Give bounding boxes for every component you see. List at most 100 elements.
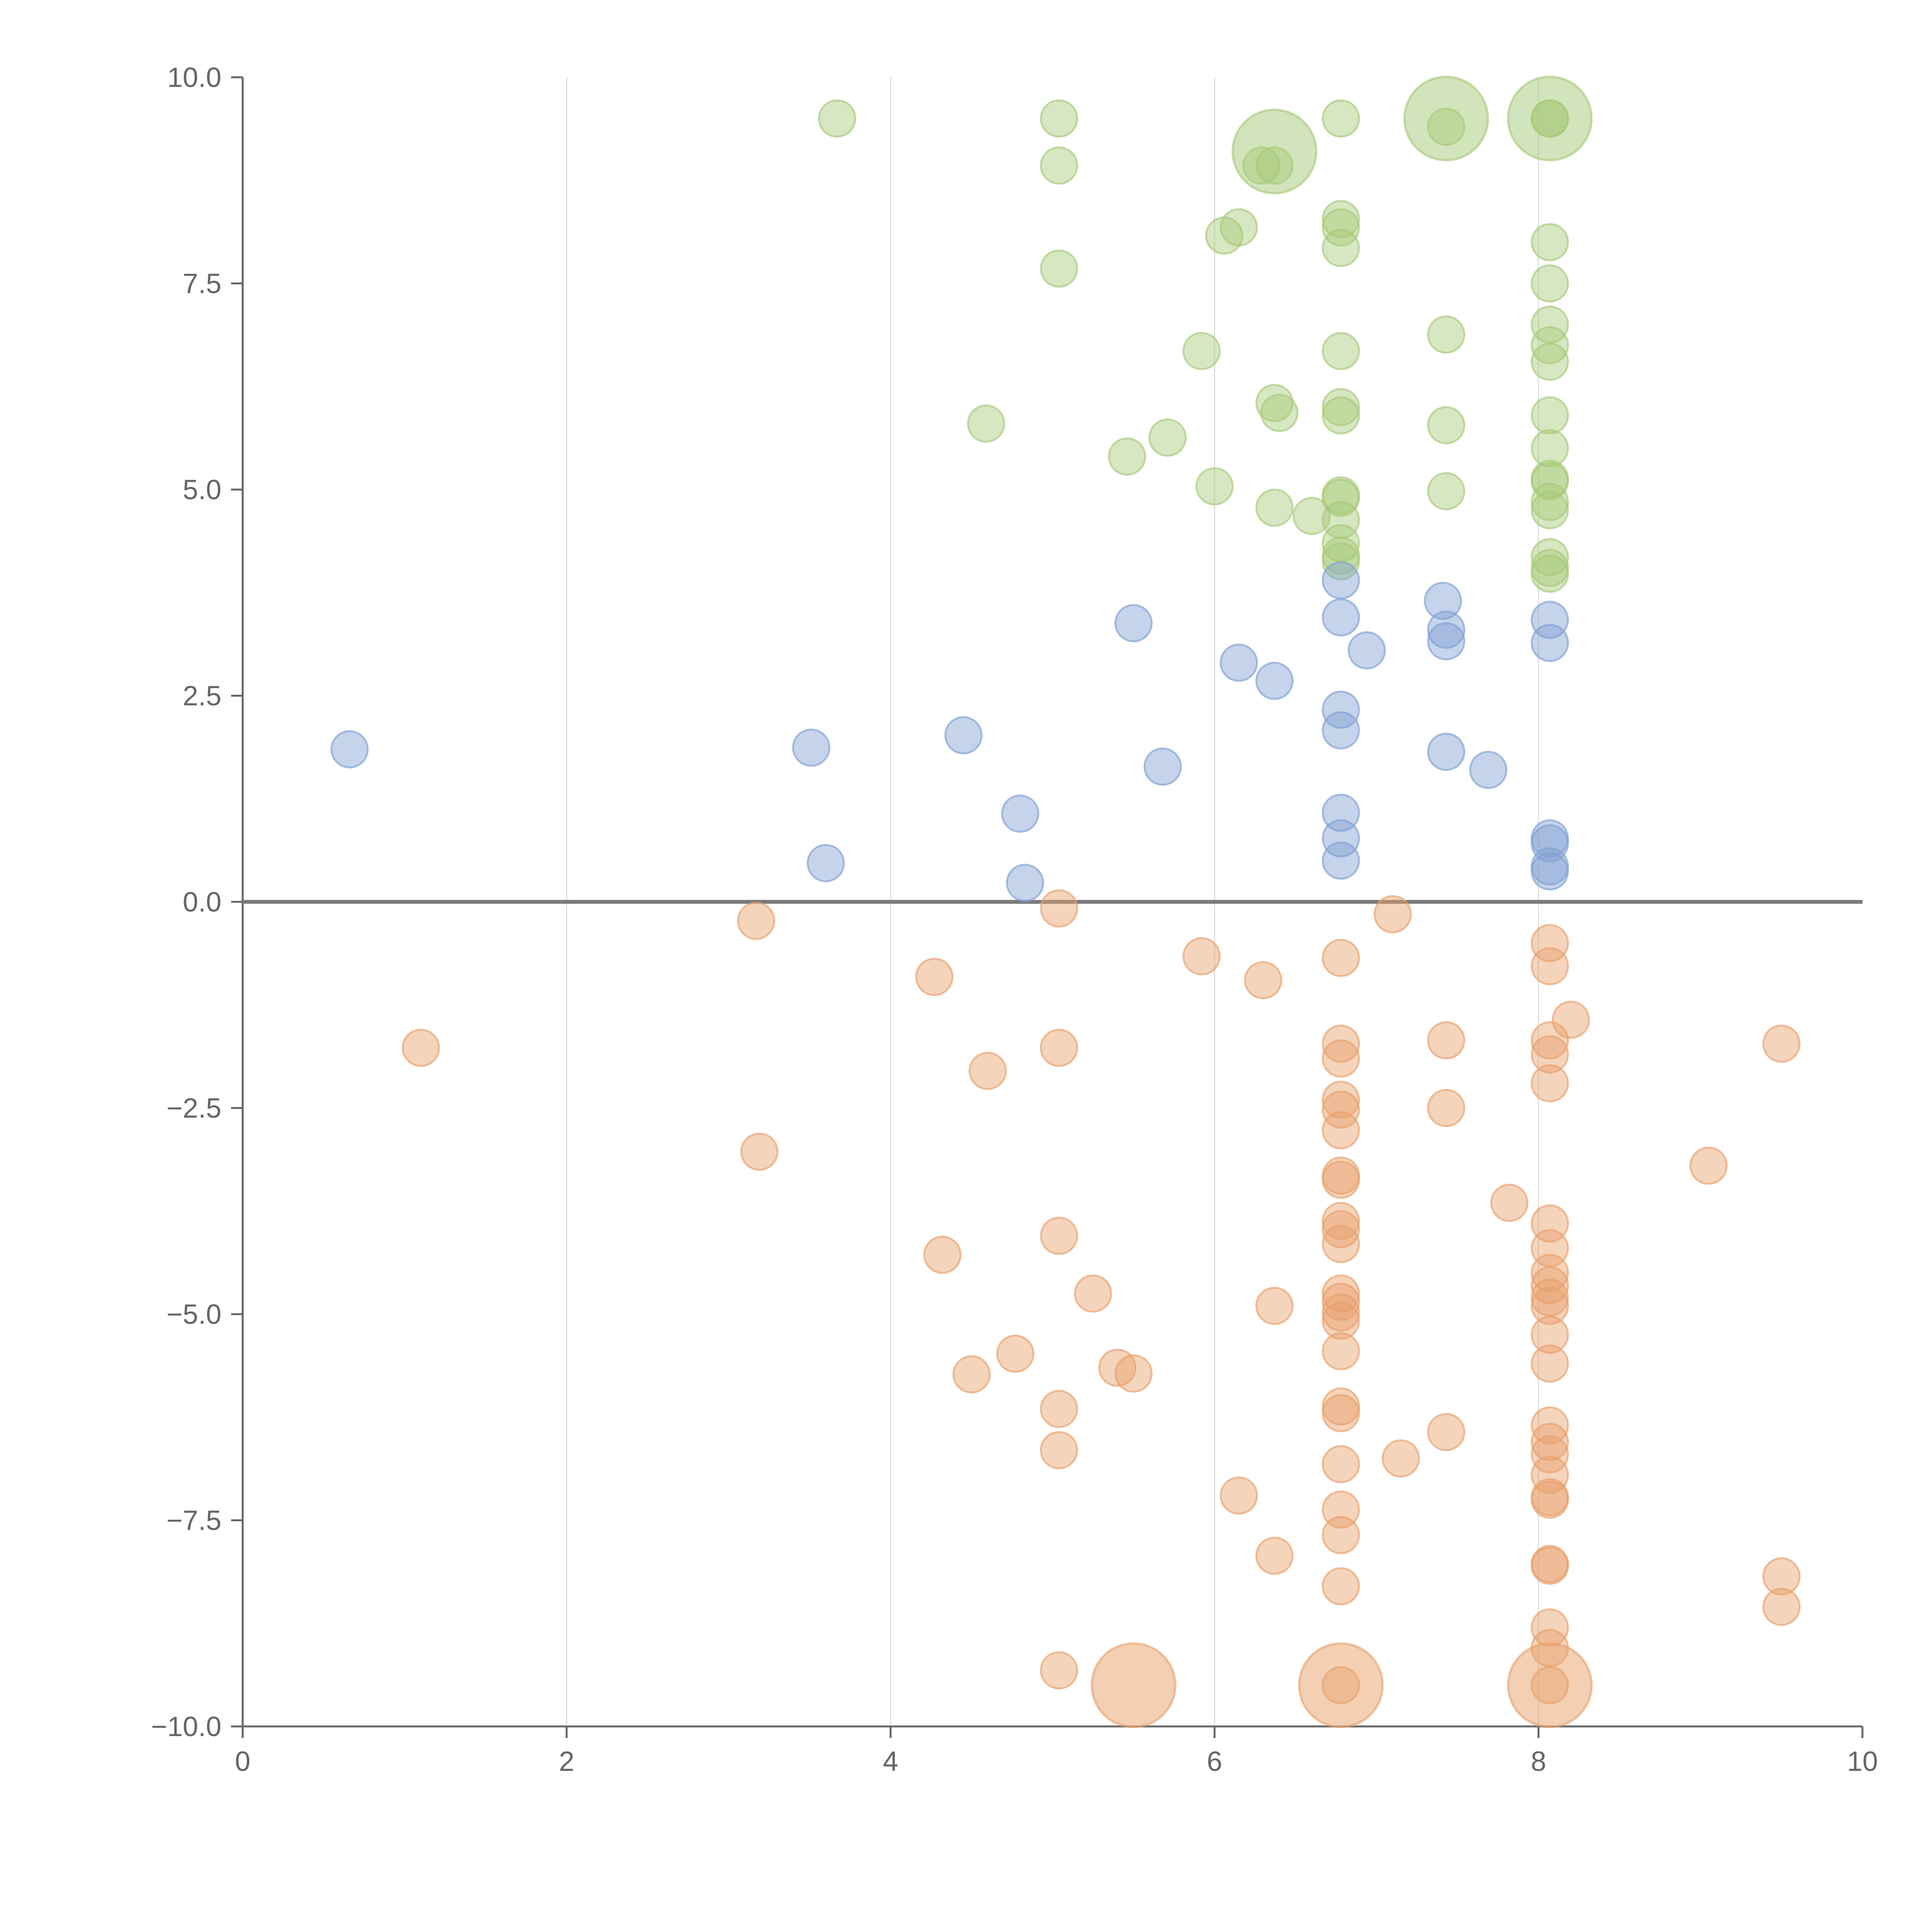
data-point — [1423, 582, 1462, 620]
data-point — [1347, 631, 1386, 670]
data-point — [1205, 216, 1243, 255]
data-point — [1321, 939, 1360, 977]
data-point — [1040, 1389, 1078, 1428]
y-tick-label: 5.0 — [183, 474, 221, 505]
data-point — [1321, 229, 1360, 267]
data-point — [1321, 332, 1360, 370]
data-point — [1108, 437, 1146, 476]
data-point — [1531, 396, 1569, 435]
data-point — [401, 1029, 440, 1067]
data-point — [1531, 1406, 1569, 1445]
data-point — [1531, 624, 1569, 662]
data-point — [1006, 864, 1044, 902]
data-point — [952, 1355, 991, 1394]
bubble-large — [1507, 75, 1593, 162]
data-point — [1293, 497, 1331, 535]
data-point — [1182, 937, 1221, 976]
data-point — [1321, 208, 1360, 247]
data-point — [967, 404, 1005, 443]
data-point — [1531, 99, 1569, 138]
bubble-large — [1298, 1642, 1384, 1728]
data-point — [1531, 1666, 1569, 1704]
bubble-large — [1507, 1642, 1593, 1728]
data-point — [740, 1133, 779, 1171]
data-point — [1260, 394, 1299, 432]
data-point — [1531, 1546, 1569, 1585]
x-tick-label: 4 — [883, 1746, 898, 1777]
data-point — [1381, 1439, 1420, 1478]
data-point — [1531, 1344, 1569, 1383]
data-point — [1469, 751, 1508, 789]
data-point — [1001, 794, 1039, 833]
data-point — [1531, 1423, 1569, 1461]
data-point — [1321, 1394, 1360, 1432]
data-point — [1531, 462, 1569, 501]
data-point — [1531, 264, 1569, 303]
data-point — [1321, 819, 1360, 858]
data-point — [1321, 1080, 1360, 1119]
y-tick-label: −2.5 — [167, 1093, 221, 1124]
data-point — [1531, 852, 1569, 891]
y-tick-label: 7.5 — [183, 269, 221, 299]
data-point — [330, 730, 369, 769]
data-point — [1255, 146, 1294, 185]
data-point — [1321, 1666, 1360, 1704]
data-point — [1321, 1024, 1360, 1063]
data-point — [1531, 429, 1569, 468]
data-point — [1098, 1349, 1137, 1387]
y-tick-label: 2.5 — [183, 681, 221, 712]
data-point — [1040, 889, 1078, 928]
data-point — [1531, 491, 1569, 529]
data-point — [818, 99, 856, 138]
data-point — [1531, 223, 1569, 262]
data-point — [737, 901, 776, 940]
data-point — [1531, 1315, 1569, 1354]
data-point — [1040, 249, 1078, 288]
data-point — [1321, 1516, 1360, 1554]
data-point — [1242, 146, 1281, 185]
data-point — [1321, 711, 1360, 750]
data-point — [1040, 1029, 1078, 1067]
y-tick-label: −5.0 — [167, 1299, 221, 1330]
data-point — [1255, 384, 1294, 422]
data-point — [923, 1235, 962, 1274]
data-point — [1321, 690, 1360, 729]
data-point — [1321, 1090, 1360, 1129]
data-point — [1321, 598, 1360, 637]
data-point — [1255, 1536, 1294, 1575]
data-point — [1040, 1651, 1078, 1690]
data-point — [1531, 924, 1569, 963]
data-point — [1427, 1089, 1466, 1127]
data-point — [1490, 1184, 1529, 1222]
data-point — [1321, 1111, 1360, 1150]
data-point — [1551, 1000, 1590, 1039]
data-point — [806, 844, 845, 883]
x-tick-label: 10 — [1847, 1746, 1878, 1777]
data-point — [1531, 1629, 1569, 1667]
data-point — [1321, 99, 1360, 138]
data-point — [1531, 600, 1569, 639]
data-point — [1321, 396, 1360, 435]
x-tick-label: 8 — [1531, 1746, 1546, 1777]
data-point — [1321, 200, 1360, 238]
scatter-points — [330, 75, 1801, 1728]
y-tick-label: 10.0 — [167, 62, 221, 93]
data-point — [1427, 611, 1466, 649]
data-point — [1427, 406, 1466, 445]
data-point — [1427, 315, 1466, 354]
x-tick-label: 0 — [235, 1746, 250, 1777]
data-point — [1531, 1021, 1569, 1060]
data-point — [792, 728, 830, 767]
y-tick-label: 0.0 — [183, 887, 221, 918]
data-point — [1321, 1445, 1360, 1483]
data-point — [1114, 604, 1153, 643]
bubble-large — [1090, 1642, 1177, 1728]
data-point — [968, 1051, 1007, 1090]
y-tick-label: −7.5 — [167, 1505, 221, 1536]
data-point — [1321, 1202, 1360, 1240]
x-tick-label: 2 — [559, 1746, 574, 1777]
data-point — [1531, 1035, 1569, 1074]
data-point — [1373, 895, 1412, 934]
bubble-large — [1403, 75, 1489, 162]
